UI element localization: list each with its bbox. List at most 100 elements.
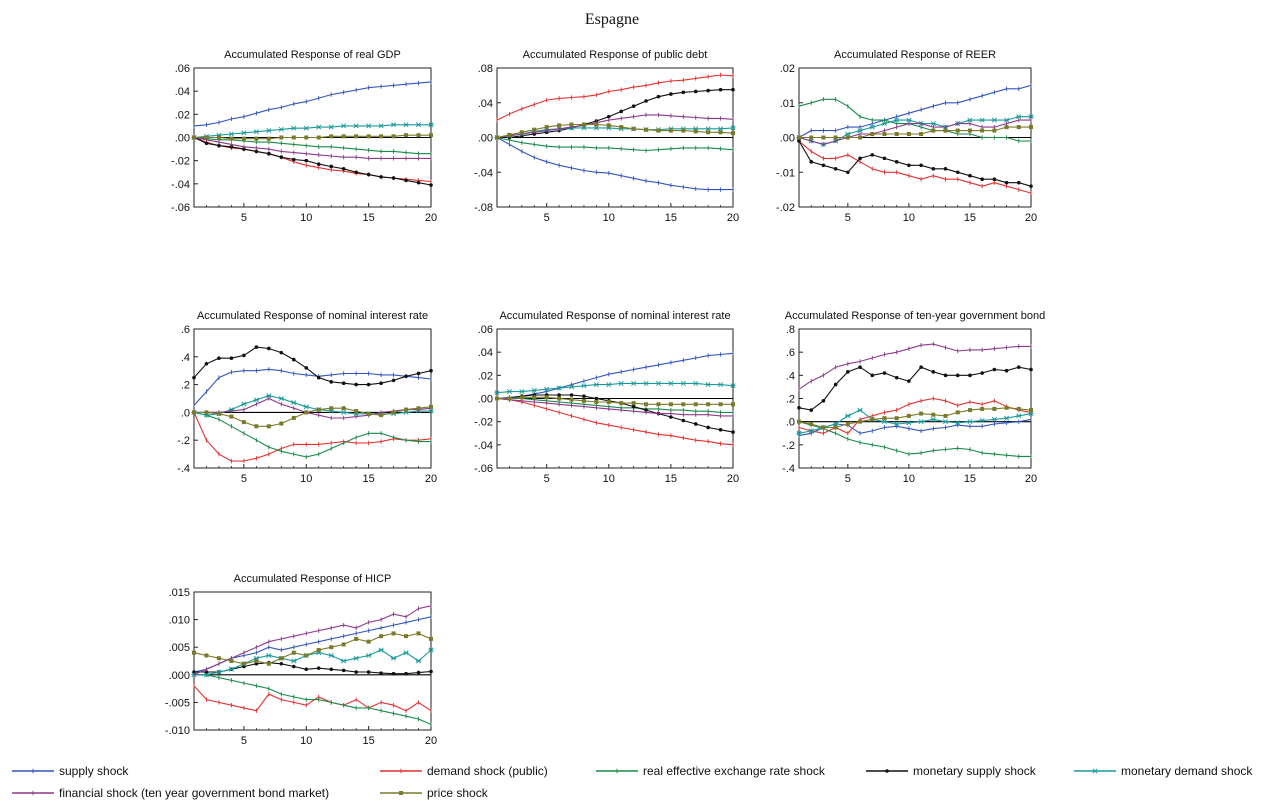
data-point	[291, 650, 296, 655]
series-monsupply	[192, 345, 433, 387]
data-point	[943, 373, 948, 378]
series-reer	[193, 672, 432, 727]
data-point	[216, 411, 221, 416]
data-point	[304, 653, 309, 658]
plot-frame	[798, 328, 1032, 469]
data-point	[631, 380, 637, 386]
data-point	[204, 361, 209, 366]
data-point	[253, 397, 259, 403]
data-point	[919, 365, 923, 370]
data-point	[303, 125, 309, 131]
data-point	[618, 380, 624, 386]
data-point	[693, 422, 698, 426]
data-point	[1003, 117, 1010, 123]
data-point	[267, 151, 271, 156]
data-point	[341, 409, 347, 415]
data-point	[894, 421, 900, 427]
data-point	[379, 175, 383, 179]
data-point	[619, 125, 624, 130]
data-point	[341, 381, 346, 386]
data-point	[581, 125, 587, 131]
data-point	[1016, 114, 1022, 120]
data-point	[291, 125, 297, 131]
x-tick-label: 10	[603, 473, 615, 485]
x-tick-label: 15	[665, 473, 677, 485]
series-line-financial	[496, 114, 734, 139]
series-line-reer	[193, 136, 431, 155]
series-line-reer	[798, 98, 1031, 142]
data-point	[797, 405, 801, 410]
data-point	[354, 382, 358, 387]
data-point	[991, 117, 997, 123]
data-point	[858, 365, 862, 370]
data-point	[353, 123, 359, 129]
data-point	[428, 647, 434, 653]
data-point	[857, 128, 863, 134]
data-point	[519, 389, 525, 395]
series-line-financial	[194, 397, 432, 419]
data-point	[291, 415, 296, 420]
series-reer	[798, 419, 1032, 459]
data-point	[967, 408, 972, 413]
data-point	[429, 404, 433, 409]
y-tick-label: .02	[175, 109, 190, 121]
x-tick-label: 15	[363, 735, 375, 747]
data-point	[416, 371, 421, 376]
data-point	[606, 399, 611, 404]
data-point	[731, 430, 735, 434]
data-point	[291, 135, 296, 140]
data-point	[669, 415, 673, 419]
data-point	[833, 425, 838, 430]
data-point	[631, 126, 636, 131]
x-tick-label: 20	[425, 212, 437, 224]
data-point	[894, 416, 899, 421]
series-demand	[496, 72, 734, 123]
legend-item-reer: real effective exchange rate shock	[596, 764, 826, 778]
data-point	[906, 117, 912, 123]
series-line-reer	[193, 411, 431, 458]
series-line-reer	[497, 397, 733, 413]
data-point	[731, 402, 735, 407]
data-point	[341, 123, 347, 129]
data-point	[706, 425, 710, 430]
data-point	[821, 399, 826, 403]
y-tick-label: -.06	[171, 202, 190, 214]
data-point	[341, 134, 346, 139]
data-point	[341, 668, 346, 673]
series-demand	[496, 396, 734, 448]
data-point	[557, 123, 562, 128]
x-tick-label: 15	[964, 212, 976, 224]
series-reer	[798, 97, 1032, 144]
x-tick-label: 10	[903, 473, 915, 485]
data-point	[328, 124, 334, 130]
y-tick-label: .04	[478, 347, 493, 359]
data-point	[846, 170, 850, 175]
data-point	[391, 671, 396, 676]
data-point	[241, 661, 246, 666]
series-line-demand	[193, 685, 432, 712]
y-tick-label: .2	[786, 394, 795, 406]
data-point	[881, 419, 888, 425]
data-point	[429, 183, 433, 187]
y-tick-label: .010	[169, 615, 190, 627]
data-point	[644, 402, 649, 407]
data-point	[316, 407, 321, 412]
series-line-demand	[798, 397, 1032, 434]
data-point	[404, 671, 408, 676]
legend-marker	[399, 791, 403, 795]
data-point	[943, 413, 948, 418]
y-tick-label: .4	[786, 370, 795, 382]
x-tick-label: 20	[1025, 473, 1037, 485]
legend-label: real effective exchange rate shock	[643, 764, 826, 778]
y-tick-label: .00	[780, 133, 795, 145]
data-point	[266, 661, 271, 666]
series-line-monsupply	[497, 89, 733, 139]
data-point	[1016, 180, 1021, 185]
data-point	[390, 122, 397, 128]
series-line-monsupply	[497, 394, 734, 433]
data-point	[1029, 408, 1033, 413]
data-point	[1003, 415, 1010, 421]
data-point	[391, 631, 396, 636]
series-line-price	[497, 396, 733, 405]
y-tick-label: .005	[169, 642, 190, 654]
